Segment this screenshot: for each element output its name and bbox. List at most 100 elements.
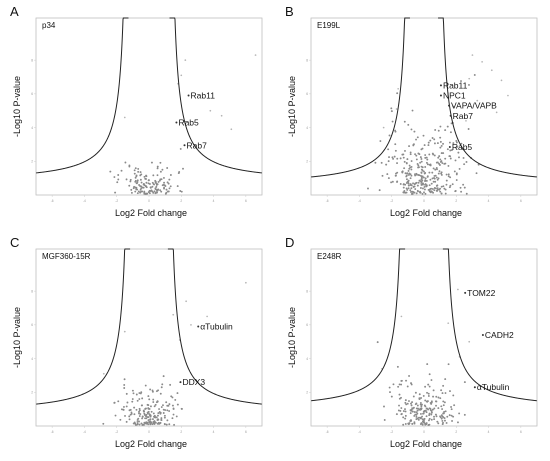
data-point xyxy=(147,410,150,413)
data-point xyxy=(150,189,153,192)
condition-label: p34 xyxy=(42,21,56,30)
data-point xyxy=(423,421,426,424)
x-tick-label: -2 xyxy=(390,199,393,203)
data-point xyxy=(175,415,178,418)
data-point xyxy=(145,177,147,180)
condition-label: E199L xyxy=(317,21,341,30)
data-point xyxy=(162,404,164,407)
data-point xyxy=(410,408,413,411)
data-point xyxy=(380,161,383,164)
data-point xyxy=(151,390,154,393)
data-point xyxy=(125,178,128,181)
data-point xyxy=(151,181,154,184)
data-point xyxy=(438,164,441,166)
data-point xyxy=(422,419,425,422)
highlight-point xyxy=(175,121,178,124)
data-point xyxy=(398,393,401,396)
highlight-label: αTubulin xyxy=(200,322,233,332)
data-point xyxy=(130,191,133,194)
data-point xyxy=(152,412,155,415)
data-point xyxy=(413,130,416,133)
data-point xyxy=(420,407,423,410)
data-point xyxy=(417,181,420,184)
data-point xyxy=(398,404,400,407)
data-point xyxy=(163,184,166,187)
data-point xyxy=(407,422,410,425)
data-point xyxy=(143,190,146,193)
data-point xyxy=(426,158,429,161)
data-point xyxy=(434,168,437,171)
data-point xyxy=(396,171,399,174)
data-point xyxy=(462,183,465,186)
highlight-label: VAPA/VAPB xyxy=(451,101,497,111)
x-tick-label: 0 xyxy=(148,199,150,203)
data-point xyxy=(405,178,408,181)
outlier-point xyxy=(400,315,403,318)
volcano-plot-d: -6 -4 -2 0 2 4 6 2 4 6 8 E248R Log2 Fold change -Log1… xyxy=(287,248,538,449)
outlier-point xyxy=(206,315,208,318)
data-point xyxy=(146,421,148,424)
highlight-label: TOM22 xyxy=(467,288,495,298)
data-point xyxy=(182,167,184,170)
data-point xyxy=(442,416,445,419)
data-point xyxy=(421,423,424,426)
data-point xyxy=(166,419,169,422)
data-point xyxy=(420,397,422,399)
data-point xyxy=(447,175,450,178)
y-tick-label: 6 xyxy=(31,92,33,96)
data-point xyxy=(131,389,134,392)
data-point xyxy=(155,401,158,404)
data-point xyxy=(154,421,157,424)
data-point xyxy=(132,392,135,395)
data-point xyxy=(444,419,446,422)
data-point xyxy=(457,151,460,154)
data-point xyxy=(120,408,123,411)
condition-label: MGF360-15R xyxy=(42,252,91,261)
data-point xyxy=(416,163,419,165)
data-point xyxy=(408,375,411,377)
data-point xyxy=(449,176,452,179)
data-point xyxy=(452,415,455,418)
data-point xyxy=(454,159,457,162)
data-point xyxy=(422,394,425,397)
data-point xyxy=(454,190,457,193)
data-point xyxy=(437,156,440,159)
data-point xyxy=(410,165,413,168)
data-point xyxy=(159,161,162,164)
data-point xyxy=(407,174,410,176)
data-point xyxy=(176,392,179,395)
data-point xyxy=(169,174,172,176)
data-point xyxy=(403,120,406,123)
data-point xyxy=(425,161,428,164)
data-point xyxy=(414,413,417,416)
data-point xyxy=(436,187,439,190)
data-point xyxy=(163,181,166,184)
data-point xyxy=(155,182,158,185)
data-point xyxy=(427,144,430,147)
data-point xyxy=(424,409,427,412)
data-point xyxy=(446,125,449,128)
data-point xyxy=(462,157,465,159)
data-point xyxy=(415,415,418,418)
data-point xyxy=(415,158,418,161)
data-point xyxy=(439,158,442,161)
data-point xyxy=(409,189,412,192)
y-tick-label: 2 xyxy=(306,159,308,163)
panel-letter: D xyxy=(285,235,295,250)
data-point xyxy=(402,156,405,159)
data-point xyxy=(130,411,133,414)
x-tick-label: -2 xyxy=(115,430,118,434)
data-point xyxy=(435,415,438,418)
data-point xyxy=(139,413,142,415)
data-point xyxy=(116,181,119,184)
data-point xyxy=(459,186,462,189)
y-axis-label: -Log10 P-value xyxy=(287,76,297,137)
data-point xyxy=(444,157,447,160)
data-point xyxy=(113,401,116,404)
data-point xyxy=(134,180,137,183)
data-point xyxy=(406,402,409,405)
data-point xyxy=(392,383,395,386)
data-point xyxy=(405,379,408,382)
data-point xyxy=(138,392,141,394)
x-axis-label: Log2 Fold change xyxy=(115,439,187,449)
